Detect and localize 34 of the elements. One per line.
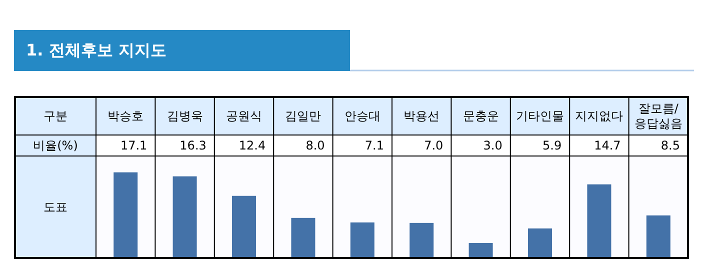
bar [468, 242, 493, 258]
data-label: 8.5 [660, 138, 680, 152]
x-tick-label: 잘모름/응답싫음 [634, 102, 682, 130]
data-label: 5.9 [542, 138, 562, 152]
data-label: 17.1 [120, 138, 148, 152]
data-label: 12.4 [238, 138, 266, 152]
x-tick-label: 문충운 [462, 109, 499, 123]
bar [646, 215, 670, 258]
y-axis-title: 비율(%) [33, 138, 78, 152]
data-label: 3.0 [483, 138, 502, 152]
x-tick-label: 박용선 [404, 109, 440, 123]
data-label: 8.0 [306, 138, 325, 152]
data-label: 16.3 [180, 138, 206, 152]
bar [114, 172, 138, 258]
data-label: 14.7 [594, 138, 621, 152]
x-tick-label: 공원식 [226, 109, 262, 123]
x-tick-label: 박승호 [108, 109, 144, 123]
data-label: 7.0 [424, 138, 444, 152]
x-tick-label: 안승대 [344, 109, 380, 123]
text: 도표 [44, 200, 68, 214]
x-tick-label: 지지없다 [575, 109, 624, 123]
x-tick-label: 기타인물 [516, 109, 564, 123]
bar [232, 196, 256, 258]
data-label: 7.1 [364, 138, 384, 152]
bar [587, 184, 612, 258]
x-tick-label: 김일만 [285, 109, 322, 123]
bar [291, 218, 316, 258]
bar [528, 228, 552, 258]
x-tick-label: 김병욱 [166, 109, 203, 123]
bar [350, 222, 374, 258]
bar [410, 222, 434, 258]
bar [172, 176, 197, 258]
x-axis-title: 구분 [44, 109, 68, 123]
chart-title: 1. 전체후보 지지도 [26, 40, 166, 60]
